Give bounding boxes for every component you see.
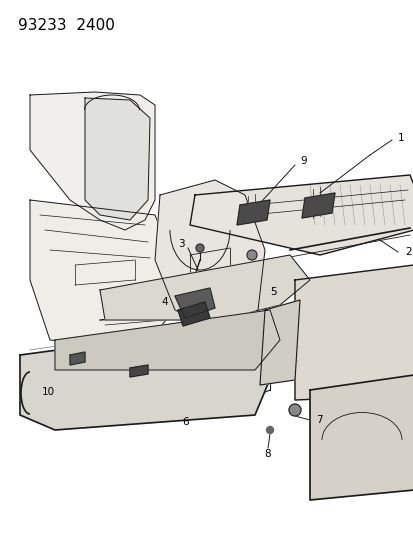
Circle shape [247,250,256,260]
Polygon shape [175,288,214,318]
Polygon shape [294,265,413,400]
Circle shape [195,244,204,252]
Text: 6: 6 [182,417,188,427]
Polygon shape [30,200,175,350]
Text: 5: 5 [269,287,276,297]
Polygon shape [85,98,150,220]
Text: 9: 9 [299,156,306,166]
Polygon shape [30,92,154,230]
Polygon shape [70,352,85,365]
Text: 10: 10 [42,387,55,397]
Text: 7: 7 [315,415,322,425]
Text: 93233  2400: 93233 2400 [18,18,114,33]
Polygon shape [130,365,147,377]
Polygon shape [100,255,309,320]
Circle shape [288,404,300,416]
Text: 4: 4 [161,297,168,307]
Circle shape [266,426,273,433]
Text: 2: 2 [404,247,411,257]
Polygon shape [236,200,269,225]
Text: 3: 3 [178,239,185,249]
Polygon shape [154,180,264,330]
Polygon shape [20,325,279,430]
Text: 1: 1 [397,133,404,143]
Polygon shape [55,310,279,370]
Polygon shape [259,300,299,385]
Polygon shape [190,175,413,255]
Polygon shape [301,193,334,218]
Text: 8: 8 [264,449,271,459]
Polygon shape [309,375,413,500]
Polygon shape [178,302,209,326]
